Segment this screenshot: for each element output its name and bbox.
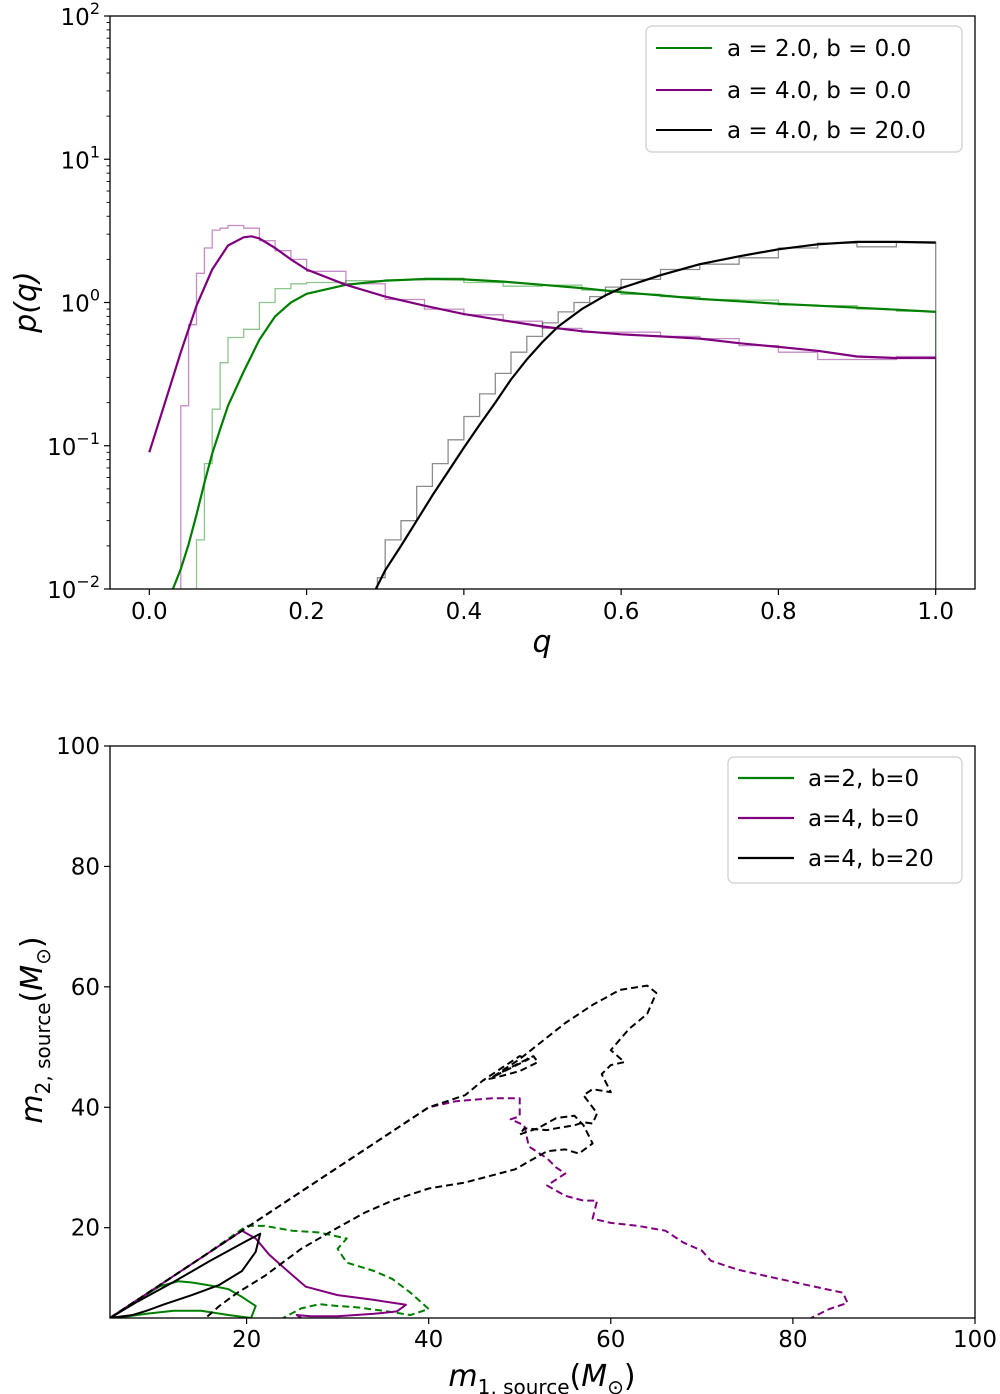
histogram-series-1 [180,224,937,589]
y-tick-label: 102 [61,0,100,31]
y-ticks: 20 40 60 80 100 [56,734,110,1242]
x-ticks: 0.0 0.2 0.4 0.6 0.8 1.0 [131,589,954,625]
curve-series-0 [171,277,936,589]
contour-dashed-series-0 [110,1224,430,1318]
x-tick-label: 0.2 [288,599,325,625]
plot-frame [109,745,976,1319]
legend: a=2, b=0 a=4, b=0 a=4, b=20 [727,756,963,884]
curve-series-1 [148,235,936,453]
y-tick-label: 60 [71,975,100,1001]
x-tick-label: 60 [596,1327,625,1353]
contour-dashed-outer-series-2 [110,984,658,1318]
x-tick-label: 80 [778,1327,807,1353]
y-axis-label: p(q) [9,271,44,334]
x-tick-label: 0.6 [603,599,640,625]
x-tick-label: 0.0 [131,599,168,625]
curve-series-2 [374,240,936,589]
contour-solid-series-2 [110,1232,262,1318]
y-tick-label: 100 [61,286,100,318]
y-tick-label: 20 [71,1216,100,1242]
legend-label-a4-b20: a=4, b=20 [808,846,934,872]
y-tick-label: 10−1 [47,429,100,461]
y-tick-label: 40 [71,1095,100,1121]
legend-box [645,25,963,153]
mass-contour-chart: 20 40 60 80 100 20 40 60 80 100 m1, source(M⊙) m… [15,734,997,1394]
x-tick-label: 100 [953,1327,997,1353]
contour-dashed-series-1 [110,1097,849,1318]
y-tick-label: 101 [61,142,100,174]
x-tick-label: 0.4 [446,599,483,625]
y-tick-label: 10−2 [47,572,100,604]
y-tick-label: 100 [56,734,100,760]
contour-solid-series-0 [110,1280,257,1318]
x-axis-label: q [532,625,551,660]
legend-label-a4-b0: a = 4.0, b = 0.0 [727,78,911,104]
y-ticks: 102 101 100 10−1 10−2 [47,0,110,604]
y-tick-label: 80 [71,854,100,880]
contours-group [110,984,849,1318]
x-tick-label: 40 [414,1327,443,1353]
y-axis-label: m2, source(M⊙) [15,936,55,1123]
curves-group [148,235,936,589]
legend-label-a4-b0: a=4, b=0 [808,806,919,832]
legend-box [727,756,963,884]
x-tick-label: 0.8 [760,599,797,625]
x-axis-label: m1, source(M⊙) [448,1359,635,1394]
x-tick-label: 1.0 [917,599,954,625]
q-distribution-chart: 0.0 0.2 0.4 0.6 0.8 1.0 102 101 100 10−1 10−2 q p… [9,0,976,660]
legend-label-a4-b20: a = 4.0, b = 20.0 [727,118,926,144]
contour-solid-series-1 [110,1229,407,1318]
histogram-series-0 [195,277,937,589]
x-tick-label: 20 [232,1327,261,1353]
legend-label-a2-b0: a = 2.0, b = 0.0 [727,36,911,62]
contour-dashed-inner-series-2 [483,1055,539,1082]
legend-label-a2-b0: a=2, b=0 [808,766,919,792]
histograms-group [180,224,937,589]
x-ticks: 20 40 60 80 100 [232,1318,997,1353]
legend: a = 2.0, b = 0.0 a = 4.0, b = 0.0 a = 4.… [645,25,963,153]
